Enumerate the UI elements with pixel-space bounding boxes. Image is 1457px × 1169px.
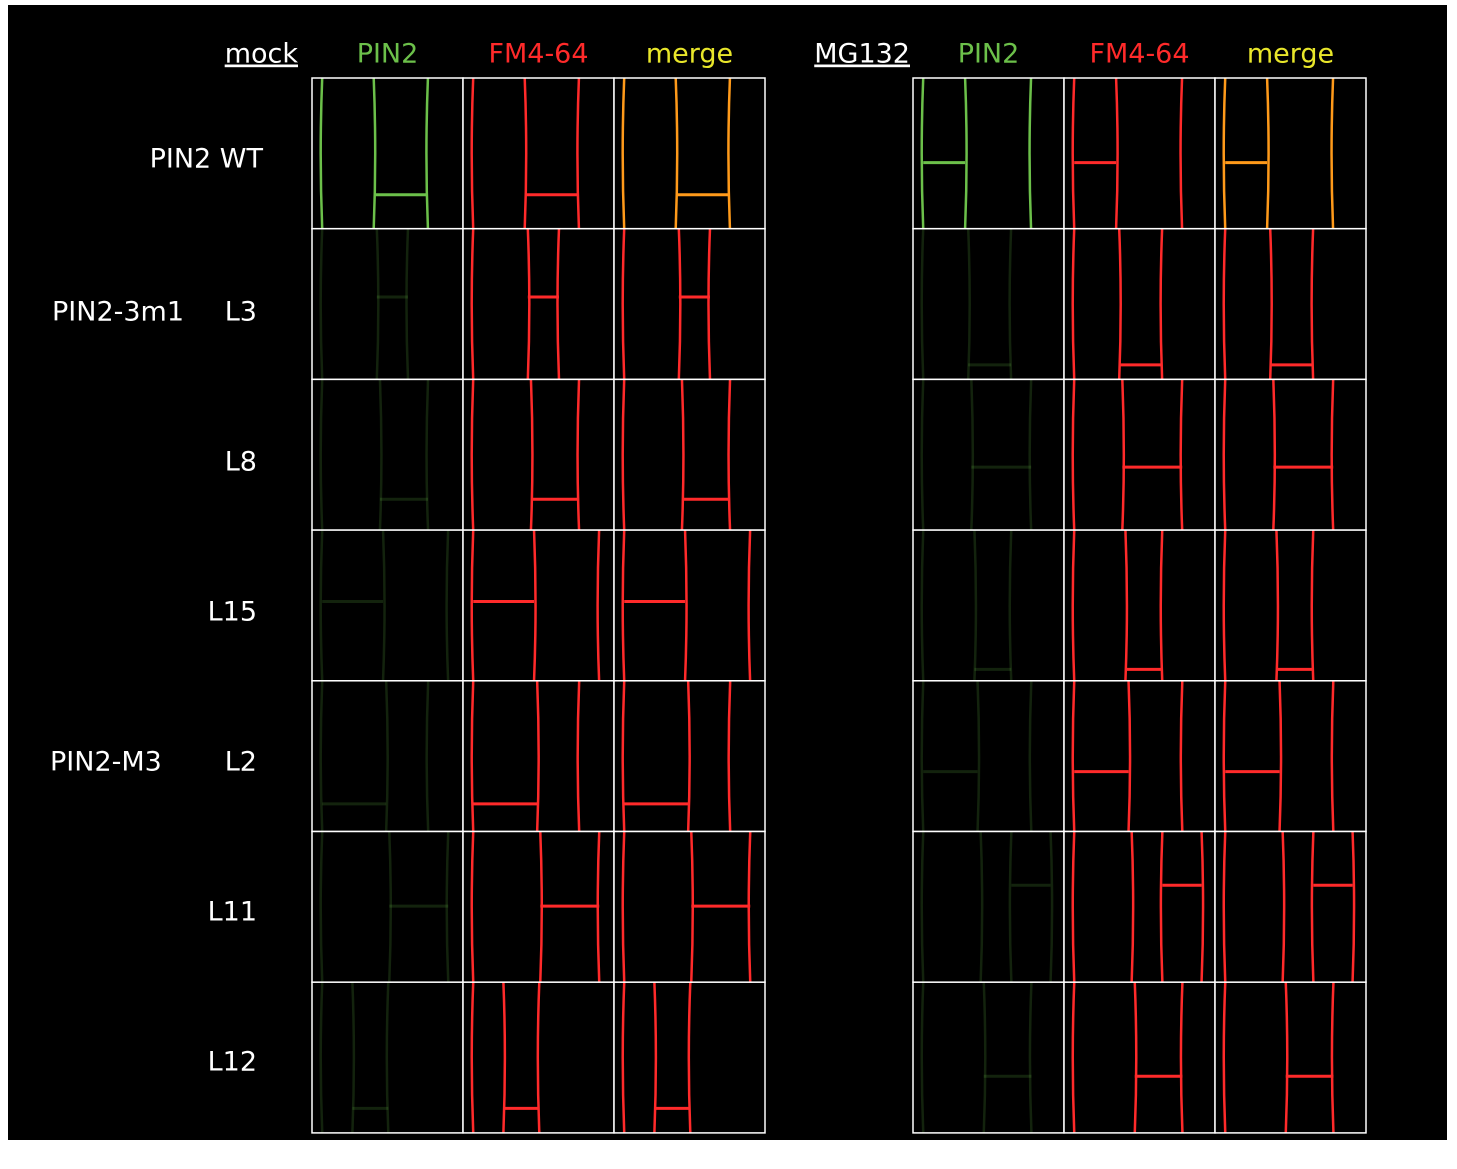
micrograph [463,78,614,229]
image-frame [312,379,463,530]
micrograph [312,379,463,530]
image-frame [913,832,1064,983]
line-label: L8 [225,447,257,478]
condition-label: MG132 [814,39,910,70]
image-frame [1064,78,1215,229]
row-label: PIN2 WT [150,144,264,175]
image-frame [614,78,765,229]
micrograph [463,229,614,380]
channel-label: PIN2 [357,39,419,70]
image-frame [614,229,765,380]
channel-label: merge [1247,39,1334,70]
image-frame [1064,681,1215,832]
micrograph [1064,681,1215,832]
image-frame [463,379,614,530]
image-frame [1064,832,1215,983]
micrograph [463,379,614,530]
micrograph [1064,530,1215,681]
image-frame [1215,982,1366,1133]
image-frame [913,229,1064,380]
micrograph [1064,229,1215,380]
micrograph [614,832,765,983]
construct-label: PIN2-M3 [50,747,162,778]
image-frame [1215,681,1366,832]
micrograph [1215,379,1366,530]
micrograph [312,681,463,832]
image-frame [1215,530,1366,681]
micrograph [463,982,614,1133]
image-frame [1064,982,1215,1133]
image-frame [614,379,765,530]
channel-label: PIN2 [958,39,1020,70]
micrograph [614,78,765,229]
line-label: L2 [225,747,257,778]
line-label: L12 [208,1047,257,1078]
micrograph [1215,530,1366,681]
micrograph [1215,832,1366,983]
micrograph [1064,78,1215,229]
image-frame [312,78,463,229]
image-frame [913,982,1064,1133]
image-frame [463,229,614,380]
micrograph [312,229,463,380]
image-frame [1064,379,1215,530]
figure: mock MG132 PIN2 WT PIN2-3m1 PIN2-M3 L3 L… [0,0,1457,1169]
micrograph [913,78,1064,229]
micrograph [913,379,1064,530]
image-frame [1215,379,1366,530]
micrograph [1215,229,1366,380]
micrograph [312,78,463,229]
image-frame [913,681,1064,832]
construct-label: PIN2-3m1 [52,297,184,328]
micrograph [913,530,1064,681]
micrograph [614,530,765,681]
micrograph [913,681,1064,832]
micrograph [614,379,765,530]
micrograph [913,982,1064,1133]
micrograph [312,530,463,681]
micrograph [1215,78,1366,229]
image-frame [463,530,614,681]
micrograph [1064,982,1215,1133]
channel-label: FM4-64 [1089,39,1189,70]
image-frame [1064,530,1215,681]
micrograph [463,832,614,983]
micrograph [312,982,463,1133]
image-frame [312,530,463,681]
image-frame [913,379,1064,530]
micrograph [1215,982,1366,1133]
micrograph [1064,379,1215,530]
micrograph [1215,681,1366,832]
micrograph [913,832,1064,983]
image-frame [312,229,463,380]
line-label: L3 [225,297,257,328]
micrograph [312,832,463,983]
micrograph [913,229,1064,380]
image-frame [463,78,614,229]
channel-label: merge [646,39,733,70]
image-frame [1215,832,1366,983]
line-label: L11 [208,897,257,928]
micrograph [463,530,614,681]
condition-label: mock [225,39,299,70]
image-frame [913,78,1064,229]
image-frame [614,530,765,681]
micrograph [614,229,765,380]
image-frame [913,530,1064,681]
micrograph [463,681,614,832]
image-frame [1215,78,1366,229]
image-frame [1064,229,1215,380]
micrograph [1064,832,1215,983]
image-frame [1215,229,1366,380]
line-label: L15 [208,597,257,628]
channel-label: FM4-64 [488,39,588,70]
micrograph [614,681,765,832]
micrograph [614,982,765,1133]
